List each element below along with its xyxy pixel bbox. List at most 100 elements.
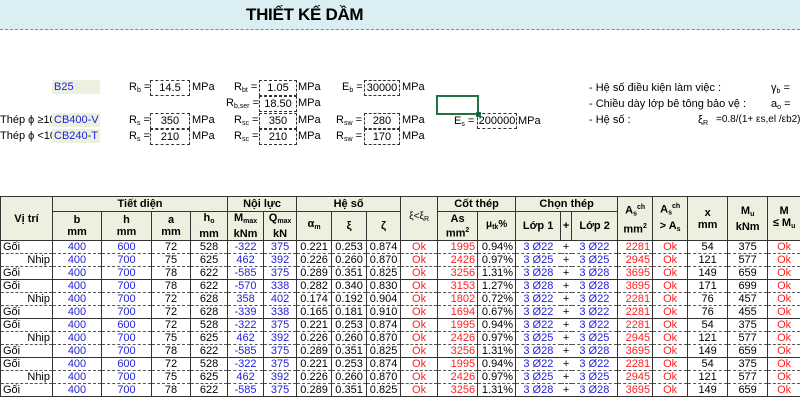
cell-layer2[interactable]: 3 Ø25 bbox=[571, 370, 618, 384]
cell-m-check[interactable]: Ok bbox=[767, 266, 800, 280]
cell-a[interactable]: 75 bbox=[151, 370, 191, 384]
rb-value[interactable]: 14.5 bbox=[150, 80, 190, 96]
cell-x[interactable]: 54 bbox=[687, 240, 729, 254]
cell-asch[interactable]: 2945 bbox=[617, 253, 654, 267]
cell-asch-check[interactable]: Ok bbox=[652, 318, 689, 332]
cell-h[interactable]: 600 bbox=[101, 318, 152, 332]
cell-layer1[interactable]: 3 Ø28 bbox=[515, 344, 561, 358]
cell-alpha-m[interactable]: 0.165 bbox=[296, 305, 333, 319]
cell-h[interactable]: 700 bbox=[101, 383, 152, 397]
cell-asch[interactable]: 2281 bbox=[617, 292, 654, 306]
cell-a[interactable]: 78 bbox=[151, 266, 191, 280]
cell-plus[interactable]: + bbox=[560, 357, 572, 371]
cell-xi[interactable]: 0.351 bbox=[331, 266, 368, 280]
cell-mu-percent[interactable]: 0.94% bbox=[477, 318, 517, 332]
cell-asch-check[interactable]: Ok bbox=[652, 253, 689, 267]
cell-m-check[interactable]: Ok bbox=[767, 370, 800, 384]
cell-ho[interactable]: 622 bbox=[189, 383, 229, 397]
cell-x[interactable]: 54 bbox=[687, 318, 729, 332]
cell-m-check[interactable]: Ok bbox=[767, 318, 800, 332]
cell-a[interactable]: 78 bbox=[151, 344, 191, 358]
cell-layer2[interactable]: 3 Ø28 bbox=[571, 383, 618, 397]
cell-xi-check[interactable]: Ok bbox=[400, 331, 439, 345]
cell-h[interactable]: 600 bbox=[101, 357, 152, 371]
cell-zeta[interactable]: 0.825 bbox=[366, 266, 402, 280]
steel-ge10-grade-cell[interactable]: CB400-V bbox=[52, 113, 100, 127]
cell-m-check[interactable]: Ok bbox=[767, 279, 800, 293]
cell-mmax[interactable]: 462 bbox=[227, 370, 265, 384]
cell-as[interactable]: 1802 bbox=[437, 292, 479, 306]
cell-qmax[interactable]: 338 bbox=[263, 305, 298, 319]
cell-x[interactable]: 149 bbox=[687, 344, 729, 358]
cell-b[interactable]: 400 bbox=[52, 240, 102, 254]
cell-xi-check[interactable]: Ok bbox=[400, 383, 439, 397]
cell-h[interactable]: 700 bbox=[101, 279, 152, 293]
cell-b[interactable]: 400 bbox=[52, 383, 102, 397]
cell-position[interactable]: Nhip bbox=[0, 370, 53, 384]
cell-asch-check[interactable]: Ok bbox=[652, 370, 689, 384]
cell-xi-check[interactable]: Ok bbox=[400, 305, 439, 319]
cell-asch-check[interactable]: Ok bbox=[652, 331, 689, 345]
cell-xi[interactable]: 0.253 bbox=[331, 240, 368, 254]
cell-mu[interactable]: 659 bbox=[727, 383, 769, 397]
cell-zeta[interactable]: 0.825 bbox=[366, 344, 402, 358]
cell-position[interactable]: Gối bbox=[0, 305, 53, 319]
cell-layer2[interactable]: 3 Ø25 bbox=[571, 331, 618, 345]
cell-position[interactable]: Gối bbox=[0, 357, 53, 371]
cell-h[interactable]: 600 bbox=[101, 240, 152, 254]
cell-position[interactable]: Gối bbox=[0, 383, 53, 397]
cell-mu-percent[interactable]: 0.94% bbox=[477, 357, 517, 371]
cell-xi[interactable]: 0.340 bbox=[331, 279, 368, 293]
cell-ho[interactable]: 622 bbox=[189, 344, 229, 358]
rs2-value[interactable]: 210 bbox=[150, 129, 190, 145]
cell-m-check[interactable]: Ok bbox=[767, 253, 800, 267]
cell-mu-percent[interactable]: 0.94% bbox=[477, 240, 517, 254]
cell-xi[interactable]: 0.181 bbox=[331, 305, 368, 319]
cell-layer1[interactable]: 3 Ø22 bbox=[515, 240, 561, 254]
cell-m-check[interactable]: Ok bbox=[767, 357, 800, 371]
cell-asch[interactable]: 2281 bbox=[617, 318, 654, 332]
cell-asch[interactable]: 3695 bbox=[617, 344, 654, 358]
cell-mu[interactable]: 659 bbox=[727, 344, 769, 358]
cell-mmax[interactable]: 358 bbox=[227, 292, 265, 306]
cell-mu-percent[interactable]: 0.97% bbox=[477, 253, 517, 267]
rsw2-value[interactable]: 170 bbox=[364, 129, 400, 145]
cell-a[interactable]: 72 bbox=[151, 292, 191, 306]
cell-layer1[interactable]: 3 Ø22 bbox=[515, 318, 561, 332]
cell-xi[interactable]: 0.260 bbox=[331, 370, 368, 384]
cell-qmax[interactable]: 392 bbox=[263, 370, 298, 384]
rbser-value[interactable]: 18.50 bbox=[259, 96, 297, 112]
cell-asch-check[interactable]: Ok bbox=[652, 266, 689, 280]
cell-plus[interactable]: + bbox=[560, 279, 572, 293]
cell-asch-check[interactable]: Ok bbox=[652, 383, 689, 397]
cell-plus[interactable]: + bbox=[560, 383, 572, 397]
cell-a[interactable]: 72 bbox=[151, 318, 191, 332]
cell-xi[interactable]: 0.351 bbox=[331, 383, 368, 397]
cell-ho[interactable]: 528 bbox=[189, 318, 229, 332]
cell-m-check[interactable]: Ok bbox=[767, 292, 800, 306]
cell-x[interactable]: 121 bbox=[687, 253, 729, 267]
cell-asch[interactable]: 2945 bbox=[617, 370, 654, 384]
cell-zeta[interactable]: 0.870 bbox=[366, 331, 402, 345]
cell-alpha-m[interactable]: 0.221 bbox=[296, 357, 333, 371]
cell-qmax[interactable]: 338 bbox=[263, 279, 298, 293]
cell-mu-percent[interactable]: 0.67% bbox=[477, 305, 517, 319]
cell-layer1[interactable]: 3 Ø28 bbox=[515, 266, 561, 280]
cell-zeta[interactable]: 0.825 bbox=[366, 383, 402, 397]
cell-mmax[interactable]: 462 bbox=[227, 331, 265, 345]
cell-x[interactable]: 76 bbox=[687, 305, 729, 319]
cell-as[interactable]: 2426 bbox=[437, 331, 479, 345]
cell-qmax[interactable]: 392 bbox=[263, 331, 298, 345]
cell-asch-check[interactable]: Ok bbox=[652, 240, 689, 254]
cell-xi[interactable]: 0.260 bbox=[331, 253, 368, 267]
cell-xi[interactable]: 0.253 bbox=[331, 318, 368, 332]
cell-layer2[interactable]: 3 Ø25 bbox=[571, 253, 618, 267]
cell-as[interactable]: 1694 bbox=[437, 305, 479, 319]
cell-mmax[interactable]: 462 bbox=[227, 253, 265, 267]
cell-zeta[interactable]: 0.904 bbox=[366, 292, 402, 306]
cell-zeta[interactable]: 0.874 bbox=[366, 240, 402, 254]
cell-asch[interactable]: 2281 bbox=[617, 240, 654, 254]
cell-xi-check[interactable]: Ok bbox=[400, 279, 439, 293]
cell-b[interactable]: 400 bbox=[52, 357, 102, 371]
cell-h[interactable]: 700 bbox=[101, 253, 152, 267]
